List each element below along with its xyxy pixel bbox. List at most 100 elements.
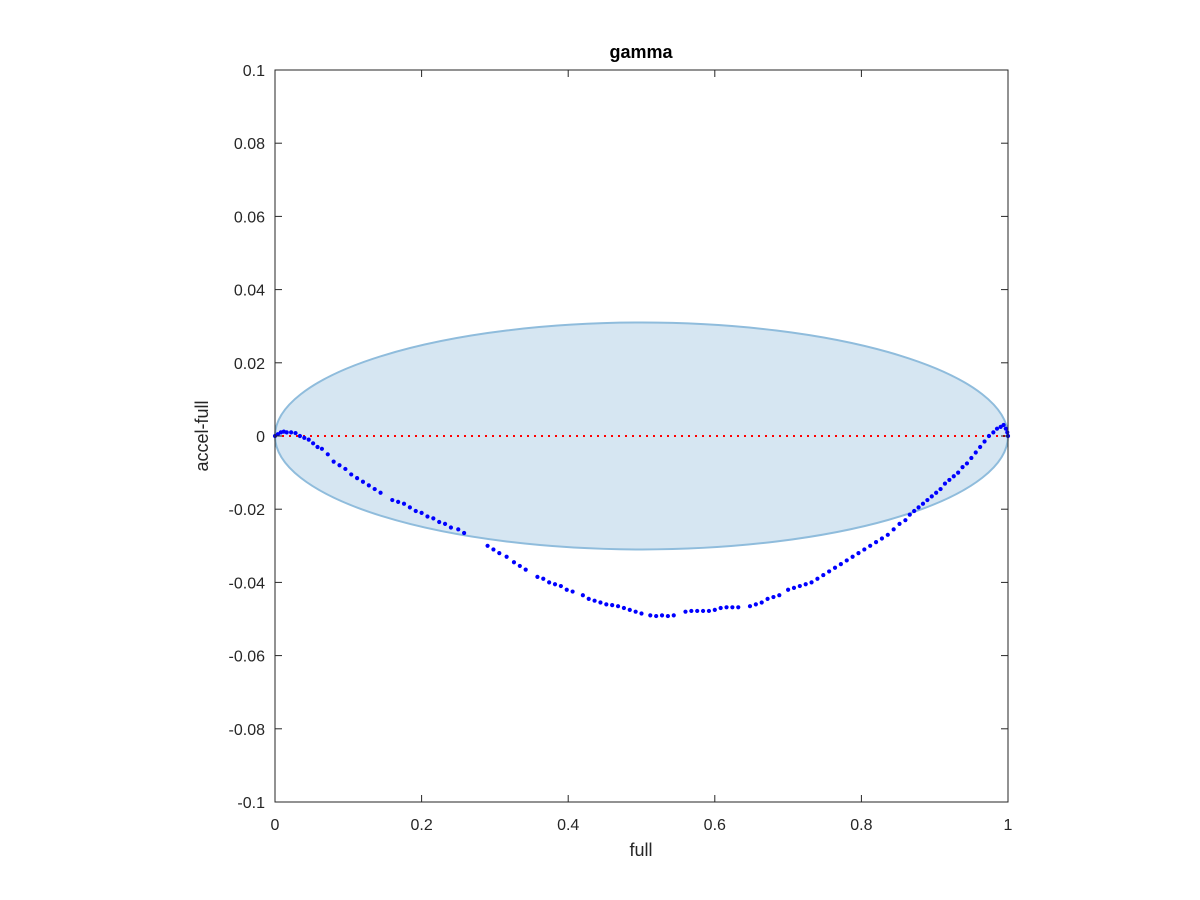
data-point [1003,426,1008,431]
y-tick-label: -0.04 [229,575,266,592]
data-point [897,521,902,526]
data-point [759,600,764,605]
data-point [297,433,303,439]
data-point [401,501,407,506]
data-point [419,510,424,515]
data-point [753,602,758,607]
data-point [407,505,412,510]
data-point [856,551,861,556]
x-tick-label: 0.6 [704,817,726,834]
x-tick-label: 0.2 [410,817,432,834]
y-tick-label: 0.06 [234,209,265,226]
data-point [947,477,952,483]
y-tick-label: -0.1 [237,795,265,812]
data-point [390,497,395,503]
data-point [302,435,307,440]
data-point [535,574,540,580]
x-tick-label: 0.4 [557,817,579,834]
y-tick-label: -0.06 [229,649,266,666]
y-tick-label: -0.02 [229,502,266,519]
data-point [413,508,418,514]
data-point [306,437,311,442]
data-point [724,605,729,610]
data-point [504,554,509,559]
data-point [610,602,615,608]
data-point [916,505,921,510]
data-point [700,608,706,614]
data-point [378,490,383,495]
data-point [343,466,348,472]
x-tick-label: 1 [1004,817,1013,834]
data-point [938,486,943,492]
y-axis-label: accel-full [192,400,212,471]
data-point [929,494,934,499]
data-point [850,554,855,559]
data-point [284,430,289,435]
data-point [994,426,1000,431]
data-point [621,605,627,611]
data-point [862,547,867,552]
data-point [747,604,753,609]
data-point [821,572,826,578]
data-point [873,540,879,545]
data-point [777,593,782,598]
data-point [615,604,621,609]
data-point [431,516,436,521]
data-point [547,580,552,585]
data-point [986,433,992,439]
data-point [289,430,294,435]
data-point [654,613,659,619]
data-points-layer [272,422,1011,619]
data-point [815,576,820,581]
data-point [437,519,442,525]
data-point [973,450,978,455]
data-point [315,444,320,450]
data-point [765,596,770,601]
data-point [960,465,965,470]
data-point [337,463,342,468]
data-point [951,474,956,479]
data-point [580,593,585,598]
data-point [786,587,791,592]
data-point [425,514,430,519]
data-point [809,580,814,585]
data-point [604,602,609,607]
data-point [838,562,843,567]
data-point [319,446,325,451]
data-point [517,563,522,569]
data-point [349,472,354,477]
data-point [771,594,776,600]
data-point [648,613,653,618]
data-point [523,567,528,572]
data-point [803,582,808,587]
data-point [942,481,948,486]
data-point [982,439,987,444]
x-axis-ticks: 0 0.2 0.4 0.6 0.8 1 [271,70,1013,834]
data-point [598,600,603,605]
data-point [570,589,575,594]
data-point [956,470,961,475]
data-point [627,607,632,612]
data-point [497,551,502,556]
data-point [695,608,700,614]
data-point [1001,422,1006,428]
x-tick-label: 0 [271,817,280,834]
data-point [844,558,849,563]
data-point [868,543,873,548]
data-point [885,532,890,537]
data-point [448,525,454,530]
data-point [791,585,797,590]
data-point [396,499,401,504]
data-point [331,459,336,464]
data-point [907,512,912,517]
data-point [964,461,970,466]
data-point [366,483,371,488]
data-point [1005,430,1010,435]
data-point [730,605,735,610]
y-tick-label: 0.04 [234,283,265,300]
data-point [891,527,896,532]
data-point [797,583,802,589]
data-point [511,560,517,565]
data-point [969,455,974,461]
